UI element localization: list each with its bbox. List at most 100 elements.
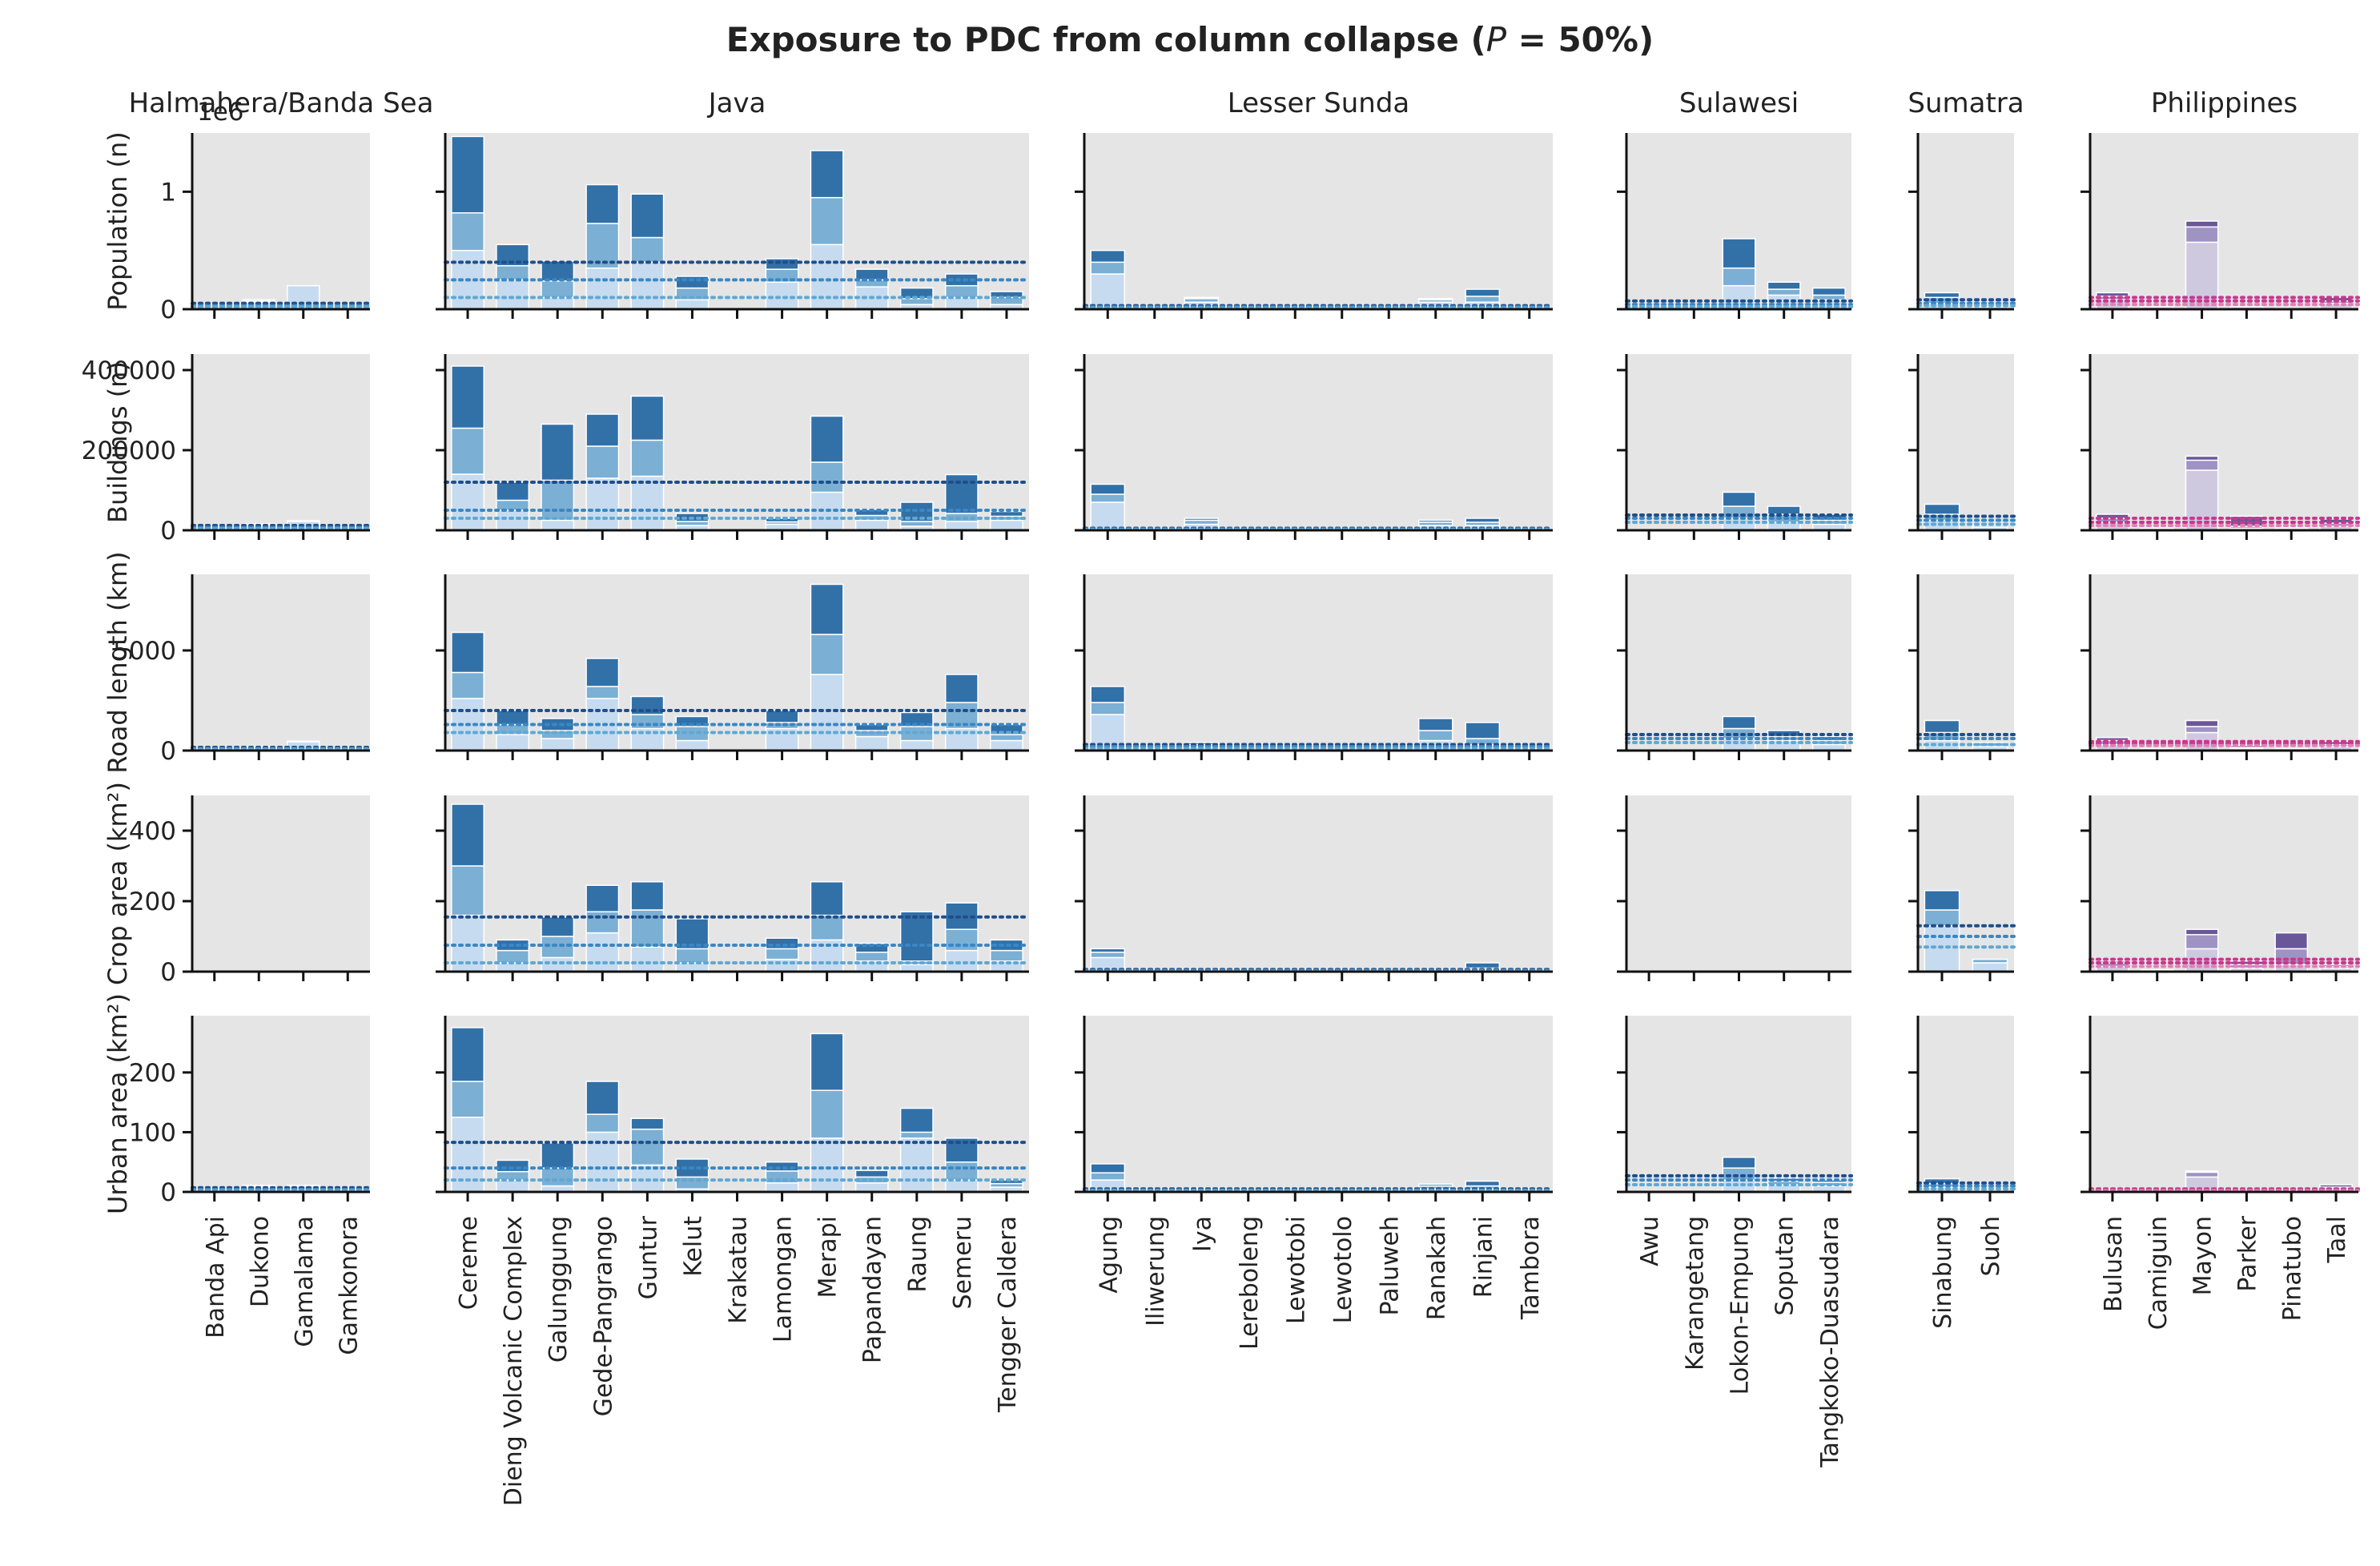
bar-segment-suoh-0 <box>1972 963 2007 972</box>
volcano-label: Galunggung <box>545 1216 573 1363</box>
panel-urban-1 <box>436 1016 1029 1202</box>
bar-segment-cereme-1 <box>452 866 484 916</box>
panel-background <box>2090 574 2358 751</box>
bar-segment-dieng-volcanic-complex-0 <box>497 510 529 530</box>
bar-segment-lokon-empung-1 <box>1723 1168 1755 1180</box>
bar-segment-iya-2 <box>1184 297 1218 298</box>
bar-segment-lamongan-1 <box>766 948 798 959</box>
bar-segment-merapi-1 <box>810 634 842 674</box>
panel-pop-3 <box>1617 133 1851 319</box>
bar-segment-galunggung-1 <box>541 1168 573 1186</box>
bar-segment-kelut-2 <box>676 276 708 288</box>
volcano-label: Suoh <box>1977 1216 2005 1276</box>
bar-segment-cereme-1 <box>452 429 484 475</box>
bar-segment-rinjani-2 <box>1465 1182 1499 1186</box>
panel-road-4 <box>1908 574 2014 760</box>
volcano-label: Dukono <box>246 1216 274 1307</box>
bar-segment-rinjani-2 <box>1465 518 1499 522</box>
volcano-label: Banda Api <box>202 1216 230 1339</box>
bar-segment-merapi-2 <box>810 1033 842 1090</box>
panel-bld-5 <box>2080 354 2358 540</box>
panel-background <box>1918 133 2014 309</box>
y-tick-label: 200 <box>129 888 176 916</box>
bar-segment-raung-1 <box>901 299 933 304</box>
bar-segment-dieng-volcanic-complex-0 <box>497 280 529 309</box>
bar-segment-agung-2 <box>1091 948 1124 952</box>
y-tick-label: 0 <box>160 1178 176 1207</box>
bar-segment-ranakah-1 <box>1419 731 1453 741</box>
bar-segment-merapi-0 <box>810 244 842 309</box>
y-tick-label: 1 <box>160 178 176 207</box>
volcano-label: Taal <box>2323 1216 2351 1263</box>
y-tick-label: 200 <box>129 1059 176 1088</box>
volcano-label: Parker <box>2233 1215 2261 1291</box>
panel-bld-4 <box>1908 354 2014 540</box>
bar-segment-mayon-2 <box>2185 1171 2217 1172</box>
panel-pop-5 <box>2080 133 2358 319</box>
bar-segment-agung-0 <box>1091 502 1124 530</box>
bar-segment-tengger-caldera-1 <box>991 735 1023 741</box>
bar-segment-bulusan-2 <box>2097 292 2129 296</box>
bar-segment-cereme-2 <box>452 633 484 673</box>
bar-segment-soputan-2 <box>1767 282 1799 289</box>
volcano-label: Iliwerung <box>1142 1216 1170 1326</box>
bar-segment-merapi-2 <box>810 882 842 916</box>
bar-segment-lokon-empung-2 <box>1723 717 1755 729</box>
volcano-label: Ranakah <box>1423 1216 1451 1320</box>
bar-segment-agung-1 <box>1091 494 1124 502</box>
bar-segment-merapi-1 <box>810 1090 842 1138</box>
bar-segment-ranakah-2 <box>1419 299 1453 300</box>
volcano-label: Krakatau <box>725 1216 753 1324</box>
bar-segment-guntur-0 <box>631 947 663 972</box>
bar-segment-papandayan-2 <box>856 1170 888 1177</box>
panel-pop-2 <box>1075 133 1553 319</box>
bar-segment-guntur-0 <box>631 262 663 309</box>
y-tick-label: 100 <box>129 1118 176 1147</box>
bar-segment-agung-2 <box>1091 1164 1124 1173</box>
bar-segment-galunggung-2 <box>541 425 573 481</box>
bar-segment-guntur-2 <box>631 194 663 237</box>
bar-segment-cereme-1 <box>452 1081 484 1117</box>
bar-segment-galunggung-1 <box>541 281 573 298</box>
bar-segment-iya-2 <box>1184 518 1218 521</box>
bar-segment-galunggung-0 <box>541 297 573 309</box>
volcano-label: Papandayan <box>859 1216 887 1363</box>
volcano-label: Gamkonora <box>335 1216 363 1355</box>
bar-segment-guntur-0 <box>631 477 663 531</box>
volcano-label: Tambora <box>1517 1216 1545 1320</box>
bar-segment-lamongan-0 <box>766 1183 798 1192</box>
bar-segment-gede-pangrango-1 <box>586 1114 618 1132</box>
bar-segment-mayon-0 <box>2185 242 2217 309</box>
bar-segment-mayon-1 <box>2185 727 2217 733</box>
panel-pop-1 <box>436 133 1029 319</box>
bar-segment-mayon-1 <box>2185 935 2217 949</box>
bar-segment-semeru-0 <box>946 951 978 972</box>
bar-segment-agung-1 <box>1091 702 1124 715</box>
bar-segment-lamongan-2 <box>766 259 798 269</box>
bar-segment-guntur-2 <box>631 1118 663 1129</box>
bar-segment-semeru-0 <box>946 297 978 309</box>
y-axis-label: Road length (km) <box>103 551 133 773</box>
bar-segment-dieng-volcanic-complex-0 <box>497 735 529 751</box>
bar-segment-lamongan-2 <box>766 938 798 948</box>
bar-segment-sinabung-2 <box>1924 891 1959 910</box>
bar-segment-lamongan-0 <box>766 960 798 972</box>
bar-segment-gede-pangrango-1 <box>586 912 618 932</box>
bar-segment-galunggung-1 <box>541 936 573 957</box>
group-title: Halmahera/Banda Sea <box>129 87 434 119</box>
bar-segment-sinabung-2 <box>1924 505 1959 515</box>
bar-segment-galunggung-0 <box>541 521 573 531</box>
bar-segment-merapi-1 <box>810 462 842 493</box>
bar-segment-agung-1 <box>1091 1173 1124 1180</box>
bar-segment-gede-pangrango-2 <box>586 414 618 446</box>
bar-segment-merapi-2 <box>810 151 842 198</box>
bar-segment-mayon-1 <box>2185 227 2217 242</box>
bar-segment-raung-2 <box>901 1109 933 1133</box>
bar-segment-sinabung-2 <box>1924 292 1959 297</box>
panel-background <box>2090 1016 2358 1192</box>
panel-background <box>192 574 370 751</box>
bar-segment-lokon-empung-1 <box>1723 268 1755 286</box>
bar-segment-raung-1 <box>901 521 933 526</box>
bar-segment-papandayan-0 <box>856 1183 888 1192</box>
panel-background <box>2090 795 2358 972</box>
